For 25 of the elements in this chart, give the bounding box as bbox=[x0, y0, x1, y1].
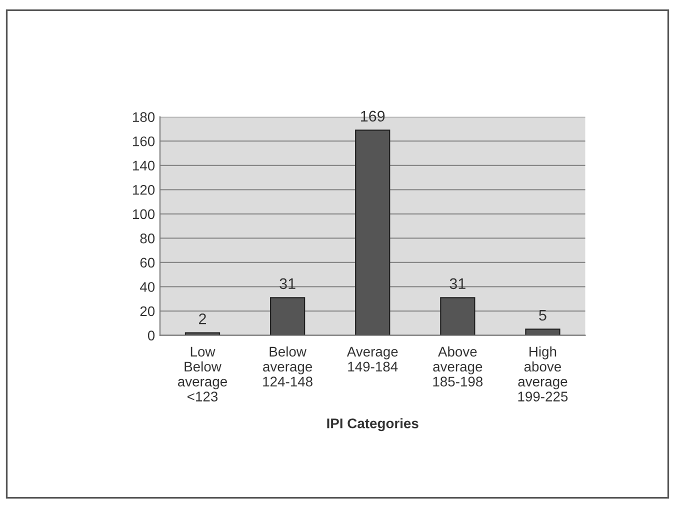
bar bbox=[270, 297, 306, 336]
x-tick-label: Average 149-184 bbox=[346, 346, 398, 372]
bar bbox=[525, 328, 560, 336]
x-axis-title: IPI Categories bbox=[327, 418, 418, 432]
y-tick-label: 140 bbox=[133, 160, 155, 171]
x-tick-label: Below average 124-148 bbox=[263, 346, 312, 387]
data-label: 5 bbox=[539, 310, 546, 321]
bar bbox=[440, 297, 476, 336]
data-label: 2 bbox=[199, 313, 206, 324]
y-tick-label: 100 bbox=[133, 209, 155, 220]
y-tick-label: 40 bbox=[140, 282, 155, 292]
x-tick-label: Low Below average <123 bbox=[178, 346, 227, 402]
data-label: 31 bbox=[280, 278, 296, 290]
data-label: 31 bbox=[450, 278, 466, 290]
x-tick-label: High above average 199-225 bbox=[518, 346, 568, 402]
y-tick-label: 120 bbox=[133, 184, 155, 195]
bar bbox=[355, 130, 390, 336]
x-tick-label: Above average 185-198 bbox=[433, 346, 483, 387]
data-label: 169 bbox=[361, 110, 385, 122]
y-tick-label: 80 bbox=[140, 234, 155, 244]
y-tick-label: 20 bbox=[140, 306, 155, 316]
y-tick-label: 180 bbox=[133, 112, 155, 122]
y-tick-label: 60 bbox=[140, 258, 155, 268]
y-tick-label: 0 bbox=[148, 330, 155, 340]
y-tick-label: 160 bbox=[133, 136, 155, 146]
